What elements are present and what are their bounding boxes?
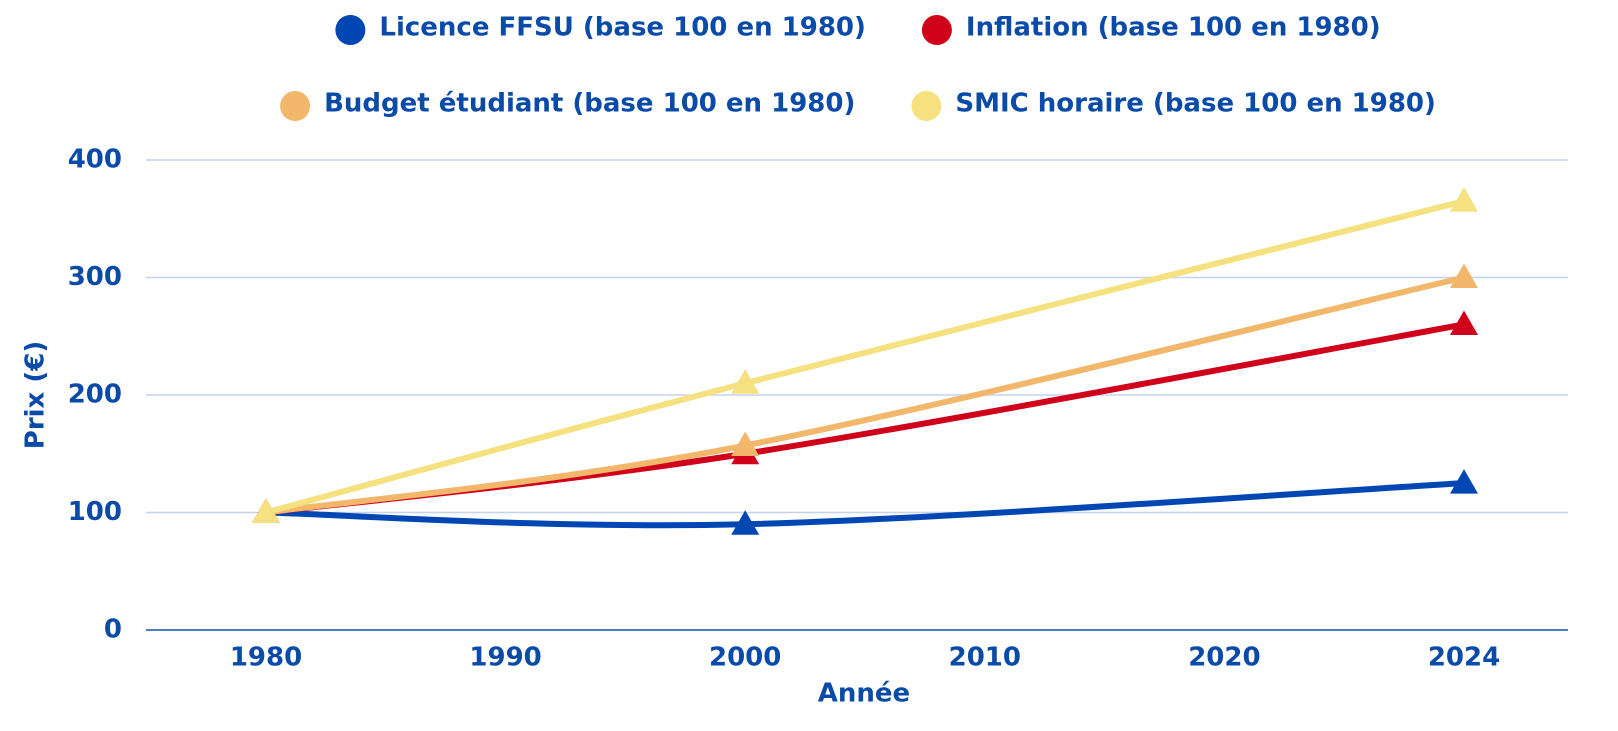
legend-row: Licence FFSU (base 100 en 1980) Inflation… — [335, 13, 1381, 45]
point-marker — [731, 369, 760, 394]
series-line — [265, 274, 1465, 516]
x-tick-label: 2000 — [709, 643, 781, 673]
legend-swatch — [280, 91, 311, 121]
x-tick-label: 1990 — [469, 643, 541, 673]
legend-label: Budget étudiant (base 100 en 1980) — [324, 89, 855, 119]
y-axis-title: Prix (€) — [21, 341, 51, 449]
x-tick-label: 2010 — [949, 643, 1021, 673]
legend-label: Licence FFSU (base 100 en 1980) — [379, 13, 866, 43]
y-tick-label: 100 — [68, 497, 122, 527]
legend-label: Inflation (base 100 en 1980) — [966, 13, 1381, 43]
point-marker — [731, 431, 760, 457]
legend-swatch — [335, 15, 366, 45]
y-tick-label: 200 — [68, 380, 122, 410]
x-tick-label: 2020 — [1188, 643, 1260, 673]
series-line — [265, 198, 1465, 516]
point-marker — [1450, 310, 1478, 335]
x-axis-title: Année — [818, 679, 910, 709]
series-line — [265, 480, 1465, 529]
point-marker — [1450, 187, 1478, 212]
legend-swatch — [921, 15, 952, 45]
legend-row: Budget étudiant (base 100 en 1980) SMIC h… — [280, 89, 1436, 121]
y-tick-label: 300 — [68, 262, 122, 292]
y-tick-label: 0 — [104, 615, 122, 645]
legend-label: SMIC horaire (base 100 en 1980) — [955, 89, 1436, 119]
point-marker — [1450, 263, 1478, 288]
point-marker — [1450, 469, 1478, 494]
x-tick-label: 1980 — [230, 643, 302, 673]
point-marker — [731, 510, 760, 535]
point-marker — [252, 498, 280, 523]
x-tick-label: 2024 — [1428, 643, 1500, 673]
y-tick-label: 400 — [68, 145, 122, 175]
legend-swatch — [911, 91, 942, 121]
